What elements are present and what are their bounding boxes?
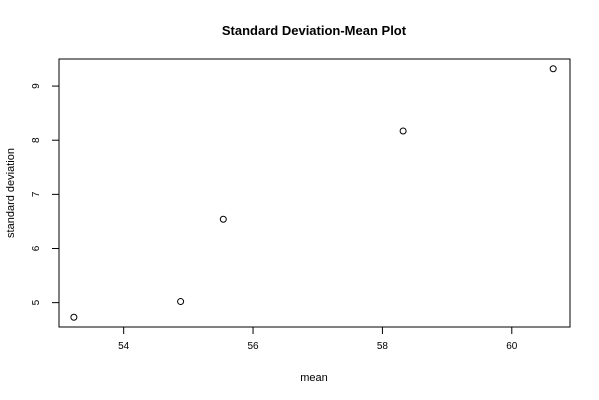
y-tick-label: 9 [31, 83, 42, 89]
y-axis: 5 6 7 8 9 [31, 83, 60, 305]
plot-frame [58, 58, 571, 328]
y-tick-label: 5 [31, 299, 42, 305]
x-axis-label: mean [300, 372, 328, 384]
y-tick-label: 7 [31, 191, 42, 197]
data-point [219, 215, 227, 223]
data-point [177, 298, 185, 306]
x-axis: 54 56 58 60 [118, 326, 518, 352]
data-point [70, 313, 78, 321]
data-point [399, 127, 407, 135]
x-tick-label: 54 [118, 341, 130, 352]
x-tick-label: 60 [506, 341, 518, 352]
y-axis-label: standard deviation [5, 148, 17, 238]
data-point [549, 65, 557, 73]
data-points [70, 65, 557, 321]
x-tick-label: 56 [247, 341, 259, 352]
y-tick-label: 6 [31, 245, 42, 251]
x-tick-label: 58 [377, 341, 389, 352]
chart-title: Standard Deviation-Mean Plot [222, 23, 407, 38]
y-tick-label: 8 [31, 137, 42, 143]
